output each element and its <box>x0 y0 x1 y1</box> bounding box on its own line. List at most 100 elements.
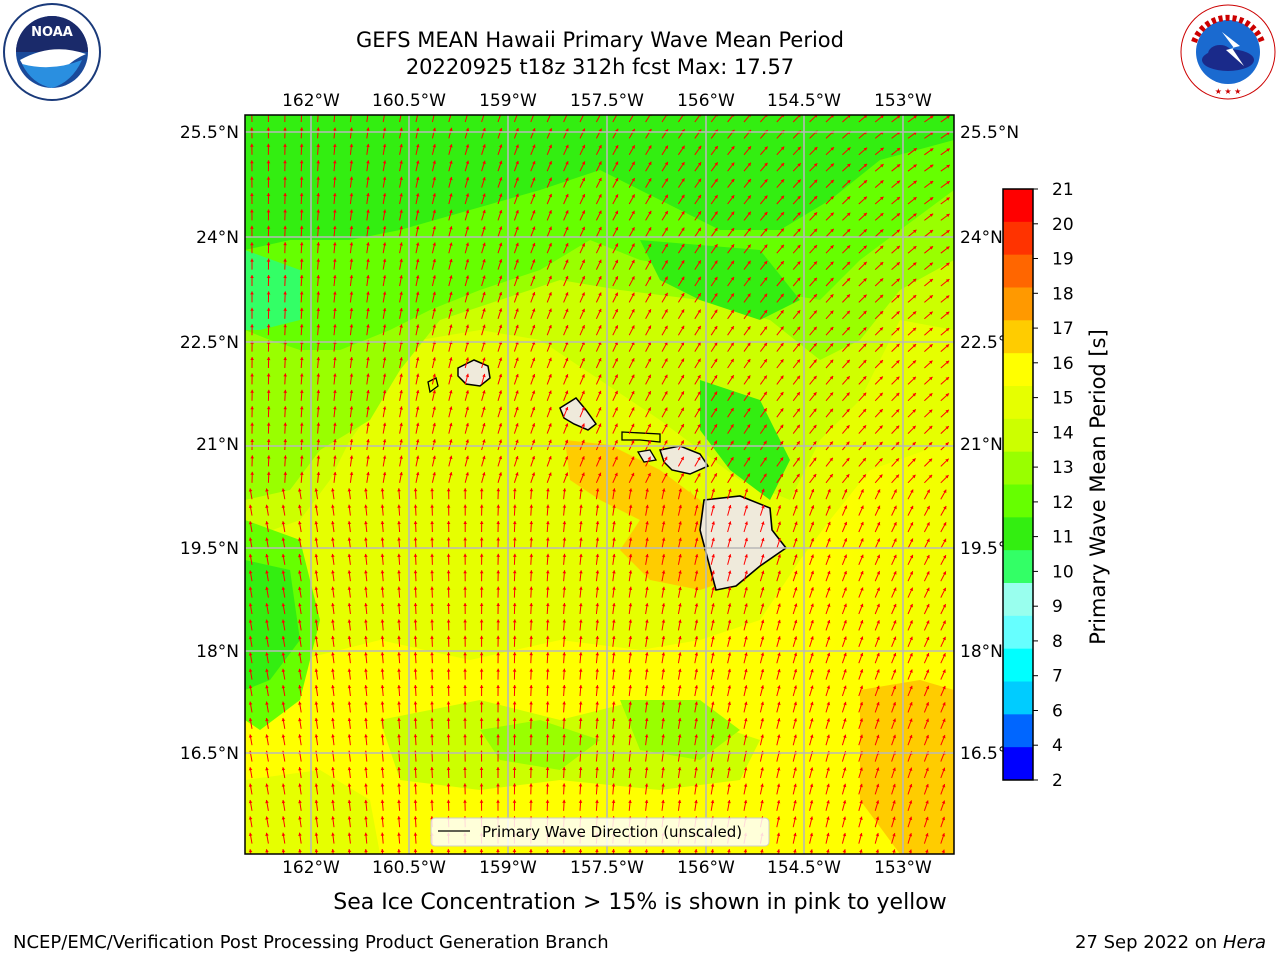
wave-arrow-head <box>283 373 287 377</box>
wave-arrow-head <box>895 458 899 462</box>
wave-arrow-head <box>430 488 434 492</box>
wave-arrow-head <box>645 652 649 656</box>
wave-arrow-head <box>300 357 304 361</box>
wave-arrow-head <box>579 603 583 607</box>
wave-arrow-head <box>299 242 304 246</box>
wave-arrow-head <box>614 243 619 247</box>
wave-arrow-head <box>250 439 254 442</box>
wave-arrow-head <box>595 849 599 853</box>
wave-arrow-head <box>859 669 864 673</box>
wave-arrow-head <box>896 197 900 201</box>
wave-arrow-head <box>266 439 271 443</box>
wave-arrow-head <box>430 717 434 721</box>
wave-arrow-head <box>331 816 335 820</box>
wave-arrow-head <box>281 767 286 771</box>
wave-arrow <box>382 115 385 123</box>
wave-arrow-head <box>512 586 517 590</box>
colorbar-segment <box>1003 418 1033 453</box>
wave-arrow-head <box>747 179 751 183</box>
wave-arrow-head <box>843 603 847 608</box>
wave-arrow-head <box>810 505 815 509</box>
wave-arrow-head <box>581 194 586 198</box>
wave-arrow-head <box>780 179 785 183</box>
wave-arrow-head <box>548 210 552 214</box>
wave-arrow-head <box>513 504 517 508</box>
wave-arrow-head <box>760 767 764 771</box>
wave-arrow-head <box>614 325 618 329</box>
lon-label: 157.5°W <box>570 858 644 878</box>
wave-arrow-head <box>777 734 781 738</box>
wave-arrow-head <box>298 799 302 804</box>
wave-arrow-head <box>529 603 533 607</box>
wave-arrow-head <box>727 668 732 673</box>
lon-label: 162°W <box>282 91 340 111</box>
wave-arrow-head <box>515 210 519 214</box>
wave-arrow-head <box>598 308 602 313</box>
wave-arrow-head <box>598 226 602 231</box>
wave-arrow-head <box>614 472 618 477</box>
wave-arrow-head <box>896 278 900 282</box>
wave-arrow-head <box>879 409 883 413</box>
wave-arrow-head <box>860 620 864 624</box>
wave-arrow-head <box>248 603 253 607</box>
wave-arrow <box>464 115 468 123</box>
wave-arrow-head <box>896 229 900 233</box>
wave-arrow-head <box>763 359 767 363</box>
wave-arrow-head <box>946 181 950 185</box>
wave-arrow <box>579 115 585 123</box>
wave-arrow-head <box>349 406 354 410</box>
wave-arrow-head <box>842 816 847 820</box>
wave-arrow-head <box>681 309 685 313</box>
wave-arrow-head <box>565 144 569 149</box>
wave-arrow-head <box>482 324 486 329</box>
wave-arrow-head <box>710 800 715 804</box>
wave-arrow-head <box>909 604 913 608</box>
wave-arrow-head <box>382 324 387 328</box>
wave-arrow-head <box>946 197 950 201</box>
wave-arrow-head <box>314 701 319 705</box>
wave-arrow-head <box>364 734 368 738</box>
wave-arrow-head <box>515 226 519 230</box>
wave-arrow-head <box>829 392 834 396</box>
wave-arrow-head <box>810 538 815 542</box>
wave-arrow-head <box>265 652 269 656</box>
wave-arrow-head <box>780 424 784 429</box>
wave-arrow-head <box>912 474 916 479</box>
wave-arrow-head <box>380 652 385 656</box>
wave-arrow-head <box>364 767 368 771</box>
wave-arrow-head <box>711 685 715 689</box>
wave-arrow-head <box>744 537 748 542</box>
colorbar-tick-label: 16 <box>1052 354 1074 374</box>
wave-arrow-head <box>515 275 519 280</box>
wave-arrow-head <box>813 294 817 298</box>
wave-arrow-head <box>614 390 618 395</box>
wave-arrow-head <box>465 406 469 410</box>
wave-arrow-head <box>929 115 934 119</box>
wave-arrow-head <box>347 734 352 738</box>
wave-arrow-head <box>545 767 550 771</box>
wave-arrow-head <box>612 537 616 541</box>
wave-arrow-head <box>727 718 731 722</box>
wave-arrow-head <box>281 554 286 558</box>
wave-arrow-head <box>397 832 401 836</box>
wave-arrow-head <box>893 603 897 608</box>
wave-arrow-head <box>449 193 453 197</box>
wave-arrow-head <box>515 390 519 394</box>
wave-arrow-head <box>892 669 897 673</box>
wave-arrow-head <box>929 230 933 234</box>
wave-arrow-head <box>946 230 950 234</box>
wave-arrow-head <box>449 324 453 328</box>
wave-arrow-head <box>512 553 517 557</box>
wave-arrow-head <box>498 193 503 197</box>
wave-arrow-head <box>777 718 781 722</box>
wave-arrow-head <box>763 326 767 330</box>
wave-arrow-head <box>764 179 768 183</box>
wave-arrow-head <box>347 488 352 492</box>
wave-arrow-head <box>797 294 801 298</box>
wave-arrow-head <box>863 147 868 151</box>
wave-arrow-head <box>764 244 768 249</box>
wave-arrow-head <box>413 521 418 525</box>
wave-arrow-head <box>529 570 534 574</box>
wave-arrow-head <box>747 162 751 167</box>
wave-arrow-head <box>810 521 815 526</box>
